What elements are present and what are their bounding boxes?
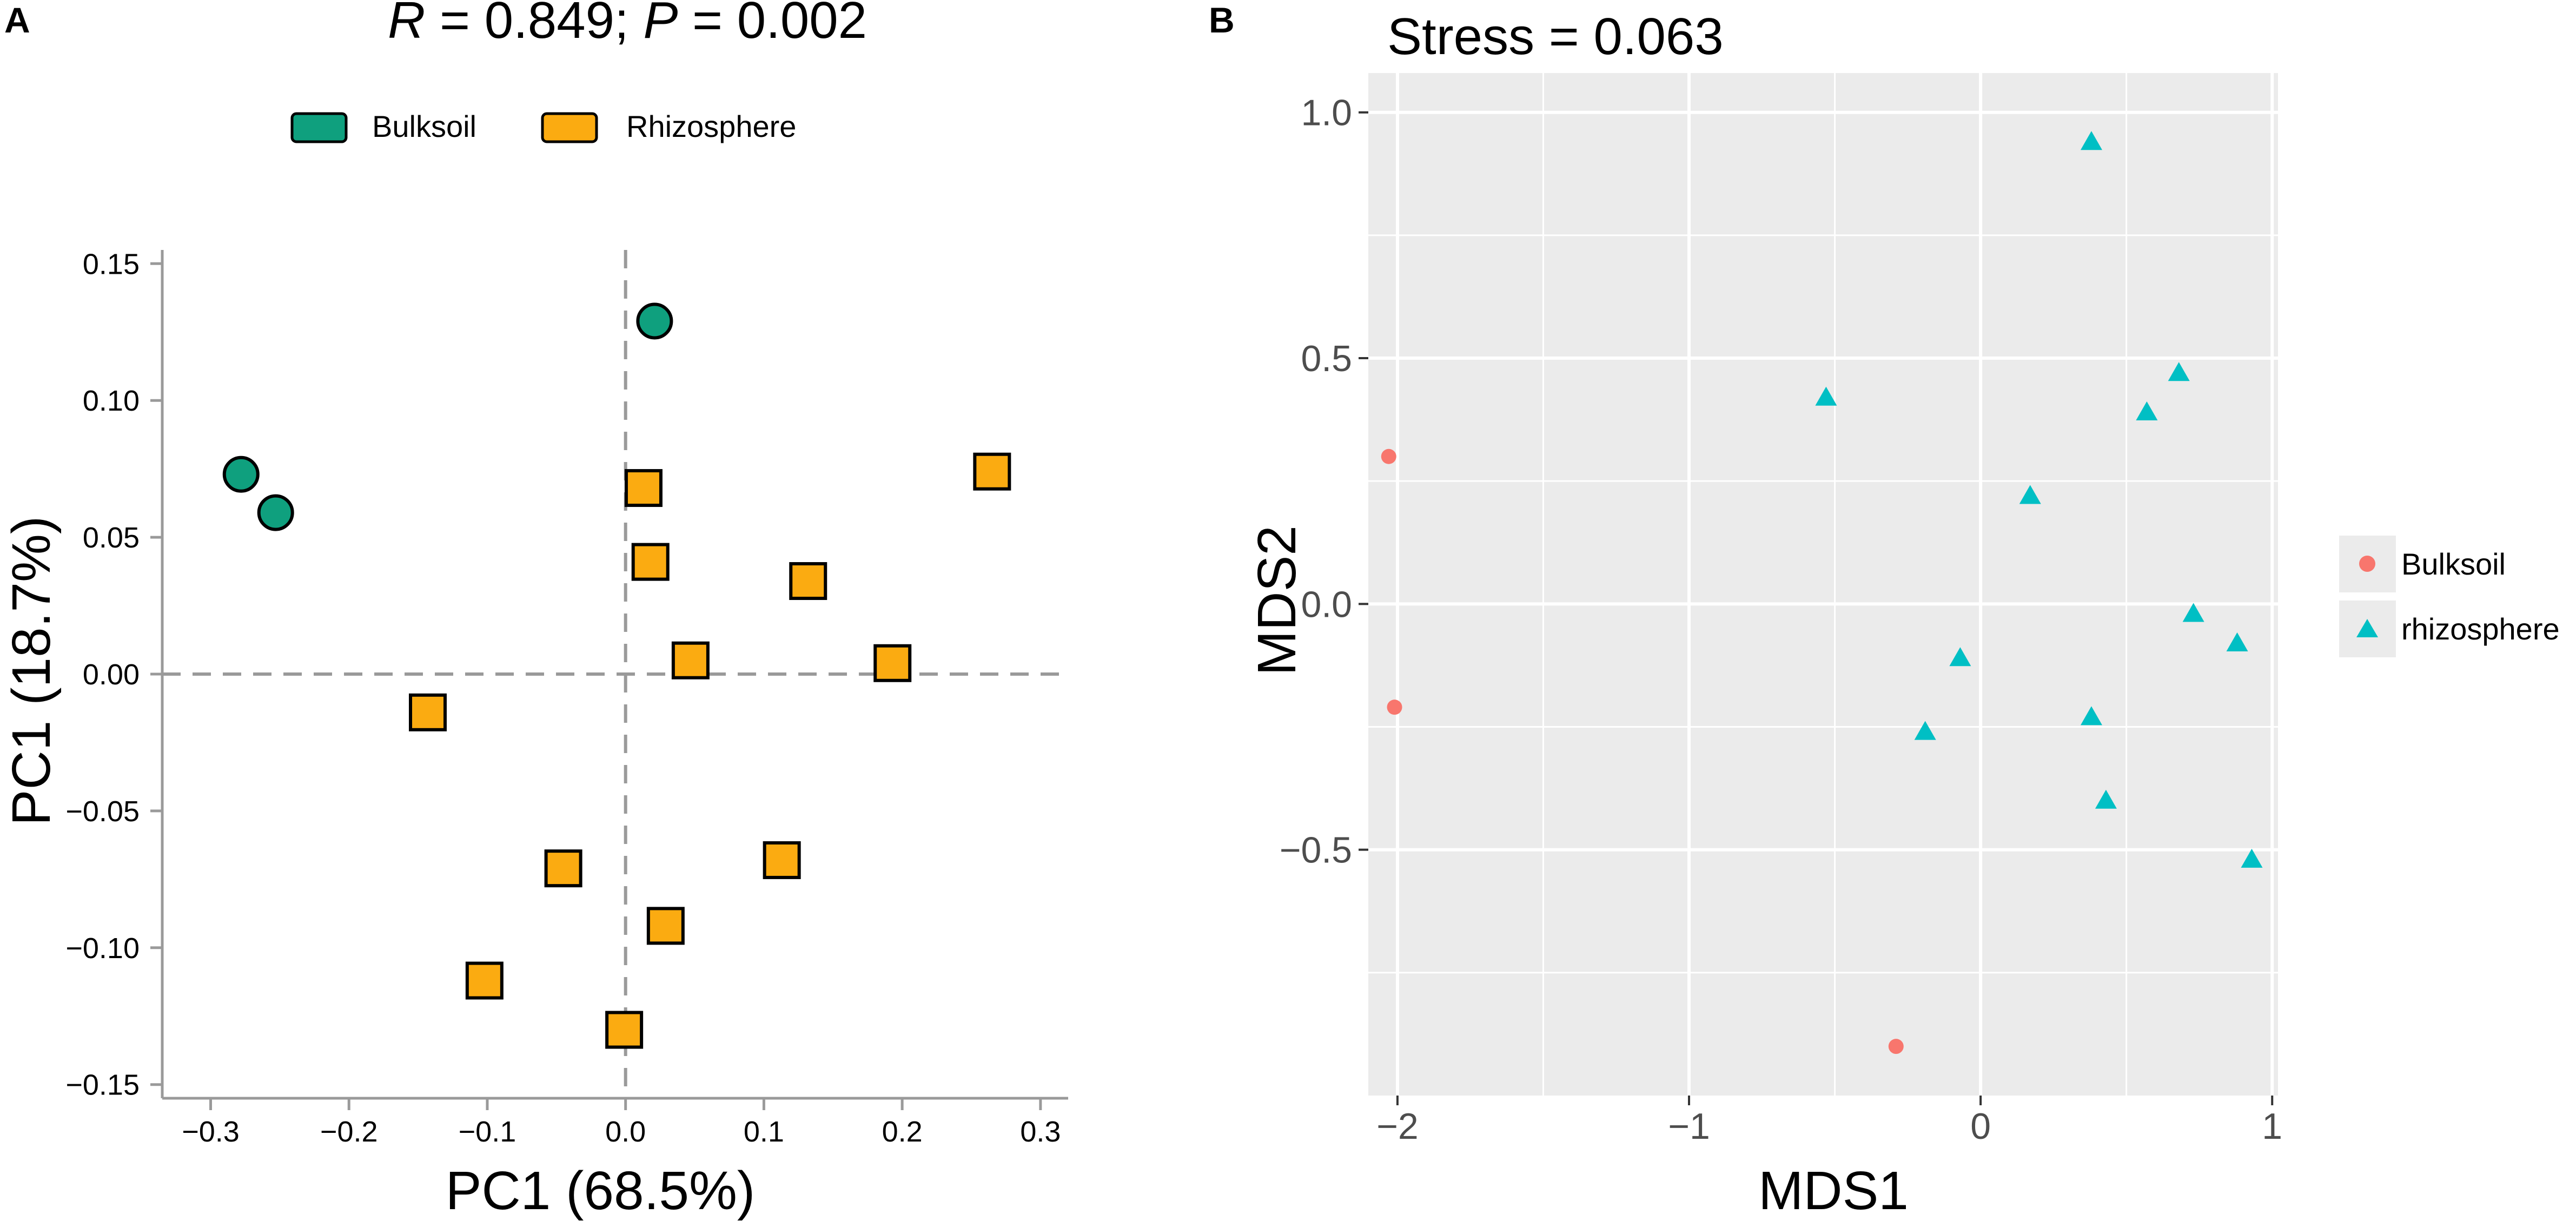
panel-b-x-tick-label: −2	[1376, 1106, 1419, 1147]
point-rhizosphere	[763, 841, 801, 879]
panel-a-legend: Bulksoil Rhizosphere	[290, 109, 796, 143]
legend-label-b-bulksoil: Bulksoil	[2401, 547, 2506, 581]
panel-b-legend: Bulksoil rhizosphere	[2339, 536, 2560, 657]
panel-a-x-tick-label: 0.2	[882, 1116, 923, 1148]
panel-b-label: B	[1209, 0, 1235, 40]
legend-label-rhizosphere: Rhizosphere	[626, 109, 796, 143]
point-rhizosphere	[646, 907, 685, 945]
point-rhizosphere	[1914, 721, 1936, 740]
point-bulksoil	[1888, 1039, 1904, 1054]
legend-key-bulksoil	[2359, 556, 2375, 572]
point-bulksoil	[257, 494, 294, 531]
panel-a-title: R = 0.849; P = 0.002	[388, 0, 867, 49]
panel-a-x-tick-label: 0.3	[1020, 1116, 1061, 1148]
point-rhizosphere	[544, 849, 582, 888]
point-bulksoil	[1387, 700, 1402, 715]
panel-b-x-tick-label: −1	[1668, 1106, 1710, 1147]
p-value: = 0.002	[678, 0, 867, 49]
legend-key-rhizosphere	[2356, 619, 2378, 637]
panel-b-y-tick-label: 0.0	[1301, 584, 1352, 625]
panel-a-ylabel: PC1 (18.7%)	[1, 516, 62, 826]
point-rhizosphere	[2019, 485, 2041, 504]
panel-b-background	[1368, 73, 2278, 1096]
point-rhizosphere	[1949, 647, 1971, 667]
point-rhizosphere	[2226, 632, 2248, 652]
panel-b-y-tick-label: −0.5	[1280, 830, 1352, 871]
panel-a-x-tick-label: −0.1	[459, 1116, 516, 1148]
panel-b-plot: −2 −1 0 1 −0.5 0.0 0.5 1.0	[1280, 73, 2282, 1147]
legend-swatch-bulksoil	[290, 112, 348, 143]
point-rhizosphere	[2080, 131, 2102, 150]
panel-b-y-tick-label: 0.5	[1301, 338, 1352, 379]
point-rhizosphere	[973, 452, 1011, 491]
panel-a-y-tick-label: 0.10	[83, 385, 140, 417]
legend-label-b-rhizosphere: rhizosphere	[2401, 612, 2560, 646]
point-rhizosphere	[465, 961, 504, 1000]
point-rhizosphere	[2182, 603, 2204, 622]
panel-a-y-tick-label: −0.10	[65, 932, 140, 965]
panel-a-y-tick-label: 0.15	[83, 248, 140, 280]
r-symbol: R	[388, 0, 425, 49]
panel-b-xlabel: MDS1	[1758, 1160, 1909, 1221]
point-rhizosphere	[408, 693, 447, 731]
legend-swatch-rhizosphere	[541, 112, 598, 143]
point-bulksoil	[636, 302, 673, 340]
legend-label-bulksoil: Bulksoil	[372, 109, 476, 143]
panel-a-y-tick-label: 0.00	[83, 658, 140, 691]
point-rhizosphere	[631, 543, 670, 581]
panel-b-title: Stress = 0.063	[1387, 8, 1724, 65]
point-rhizosphere	[2168, 362, 2190, 381]
point-rhizosphere	[873, 644, 912, 682]
point-rhizosphere	[2095, 789, 2117, 809]
panel-a-y-tick-label: −0.05	[65, 795, 140, 828]
r-value: = 0.849;	[425, 0, 643, 49]
panel-b-y-tick-label: 1.0	[1301, 93, 1352, 134]
point-rhizosphere	[2080, 706, 2102, 725]
panel-b-x-tick-label: 0	[1970, 1106, 1991, 1147]
panel-b-ylabel: MDS2	[1247, 525, 1307, 676]
panel-a-x-tick-label: 0.0	[605, 1116, 646, 1148]
point-rhizosphere	[605, 1011, 644, 1049]
p-symbol: P	[643, 0, 678, 49]
point-rhizosphere	[624, 469, 663, 507]
point-bulksoil	[222, 456, 260, 493]
panel-a-x-tick-label: 0.1	[744, 1116, 784, 1148]
point-rhizosphere	[671, 641, 710, 680]
panel-a-x-tick-label: −0.3	[182, 1116, 240, 1148]
panel-b-x-tick-label: 1	[2262, 1106, 2282, 1147]
point-rhizosphere	[789, 562, 827, 601]
point-rhizosphere	[2136, 401, 2158, 420]
point-rhizosphere	[2241, 848, 2263, 868]
panel-a-plot: −0.3 −0.2 −0.1 0.0 0.1 0.2 0.3 −0.15 −0.10 −0.05 0…	[65, 248, 1068, 1148]
point-rhizosphere	[1815, 386, 1837, 406]
panel-a-y-tick-label: 0.05	[83, 522, 140, 554]
panel-a-label: A	[4, 0, 30, 40]
panel-a-xlabel: PC1 (68.5%)	[446, 1160, 755, 1221]
panel-a-x-tick-label: −0.2	[320, 1116, 378, 1148]
panel-a-y-tick-label: −0.15	[65, 1069, 140, 1101]
point-bulksoil	[1381, 448, 1396, 464]
